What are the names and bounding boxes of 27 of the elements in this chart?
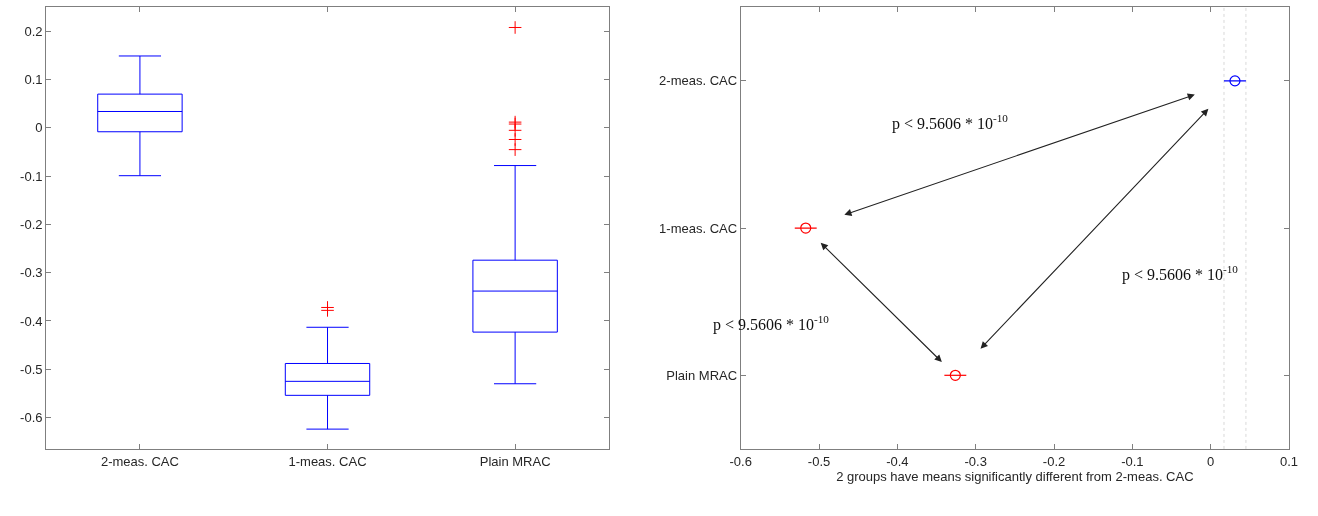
- y-tick-label: -0.5: [20, 361, 43, 377]
- x-tick-label: 1-meas. CAC: [288, 453, 367, 469]
- annotation: p < 9.5606 * 10$^{-10}$: [713, 313, 830, 334]
- x-tick-label: 0: [1207, 453, 1215, 469]
- annotation: p < 9.5606 * 10$^{-10}$: [1122, 263, 1239, 284]
- y-tick-label: -0.2: [20, 217, 43, 232]
- x-tick-label: -0.6: [729, 453, 752, 469]
- x-tick-label: 0.1: [1279, 453, 1299, 469]
- x-tick-label: -0.2: [1042, 453, 1066, 469]
- x-tick-label: -0.4: [886, 453, 909, 469]
- x-tick-label: -0.5: [807, 453, 831, 469]
- y-tick-label: -0.3: [20, 265, 43, 281]
- x-tick-label: -0.3: [964, 453, 987, 469]
- x-tick-label: Plain MRAC: [479, 453, 551, 469]
- annotation: p < 9.5606 * 10$^{-10}$: [892, 112, 1009, 133]
- y-tick-label: 2-meas. CAC: [659, 73, 738, 89]
- y-tick-label: -0.6: [20, 410, 43, 426]
- x-axis-title: 2 groups have means significantly different from 2-meas. CAC: [836, 469, 1194, 485]
- y-tick-label: -0.1: [20, 168, 43, 184]
- y-tick-label: 1-meas. CAC: [659, 220, 738, 236]
- y-tick-label: -0.4: [20, 313, 43, 329]
- x-tick-label: -0.1: [1121, 453, 1144, 469]
- x-tick-label: 2-meas. CAC: [100, 453, 179, 469]
- y-tick-label: 0.1: [24, 72, 43, 88]
- y-tick-label: 0: [35, 120, 43, 136]
- y-tick-label: 0.2: [24, 23, 43, 39]
- y-tick-label: Plain MRAC: [666, 367, 738, 383]
